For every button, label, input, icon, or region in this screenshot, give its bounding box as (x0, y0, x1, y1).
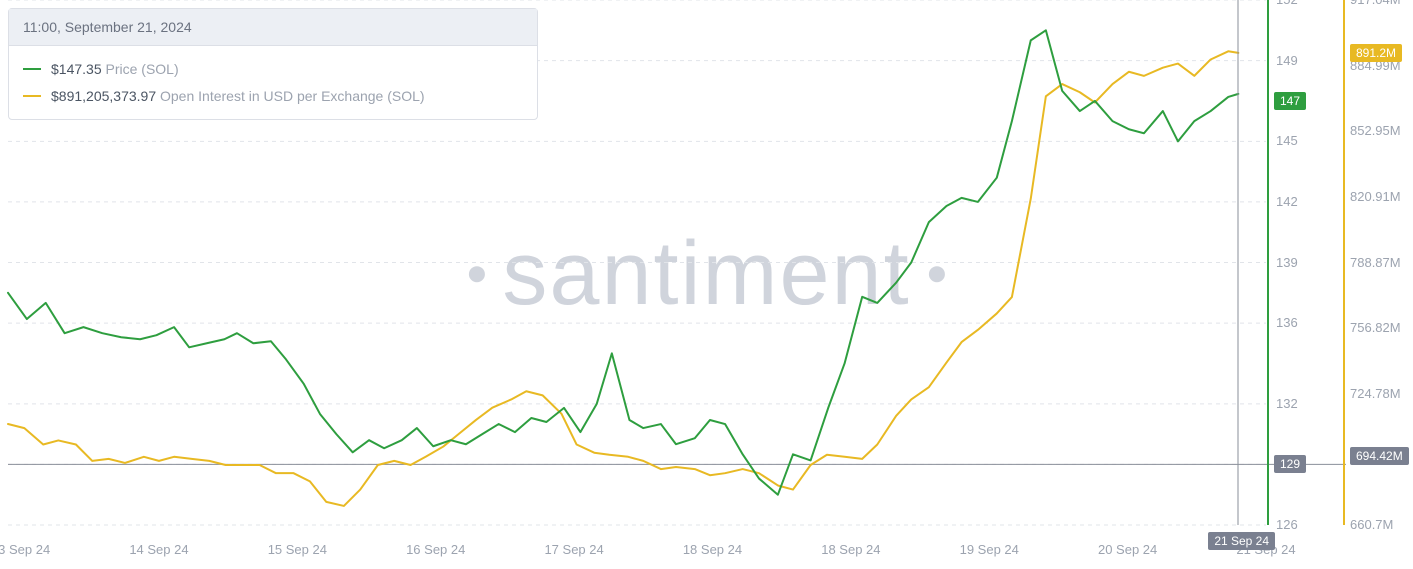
legend-label-oi: Open Interest in USD per Exchange (SOL) (160, 88, 425, 104)
y-right-tick: 756.82M (1350, 320, 1401, 335)
info-timestamp: 11:00, September 21, 2024 (9, 9, 537, 46)
x-tick: 14 Sep 24 (129, 542, 188, 557)
axis-badge: 147 (1274, 92, 1306, 110)
legend-value-price: $147.35 (51, 61, 102, 77)
y-left-tick: 145 (1276, 133, 1298, 148)
chart-container: santiment 11:00, September 21, 2024 $147… (0, 0, 1413, 569)
x-tick: 16 Sep 24 (406, 542, 465, 557)
legend-value-oi: $891,205,373.97 (51, 88, 156, 104)
x-tick: 18 Sep 24 (821, 542, 880, 557)
axis-badge: 891.2M (1350, 44, 1402, 62)
x-tick: 15 Sep 24 (268, 542, 327, 557)
y-right-tick: 820.91M (1350, 189, 1401, 204)
y-left-tick: 126 (1276, 517, 1298, 532)
axis-badge: 694.42M (1350, 447, 1409, 465)
x-tick: 18 Sep 24 (683, 542, 742, 557)
legend-row-price: $147.35 Price (SOL) (23, 56, 523, 83)
axis-badge: 129 (1274, 455, 1306, 473)
legend-label-price: Price (SOL) (106, 61, 179, 77)
y-left-tick: 142 (1276, 194, 1298, 209)
y-left-tick: 139 (1276, 255, 1298, 270)
legend-row-oi: $891,205,373.97 Open Interest in USD per… (23, 83, 523, 110)
y-left-tick: 132 (1276, 396, 1298, 411)
x-tick: 19 Sep 24 (960, 542, 1019, 557)
y-right-tick: 788.87M (1350, 255, 1401, 270)
x-current-badge: 21 Sep 24 (1208, 532, 1275, 550)
x-tick: 20 Sep 24 (1098, 542, 1157, 557)
y-left-tick: 136 (1276, 315, 1298, 330)
x-tick: 17 Sep 24 (544, 542, 603, 557)
y-right-tick: 660.7M (1350, 517, 1393, 532)
y-right-tick: 852.95M (1350, 123, 1401, 138)
legend-swatch-price (23, 68, 41, 70)
legend-swatch-oi (23, 95, 41, 97)
info-tooltip: 11:00, September 21, 2024 $147.35 Price … (8, 8, 538, 120)
x-tick: 13 Sep 24 (0, 542, 50, 557)
y-right-tick: 724.78M (1350, 386, 1401, 401)
y-right-tick: 917.04M (1350, 0, 1401, 7)
y-left-tick: 149 (1276, 53, 1298, 68)
y-left-tick: 152 (1276, 0, 1298, 7)
